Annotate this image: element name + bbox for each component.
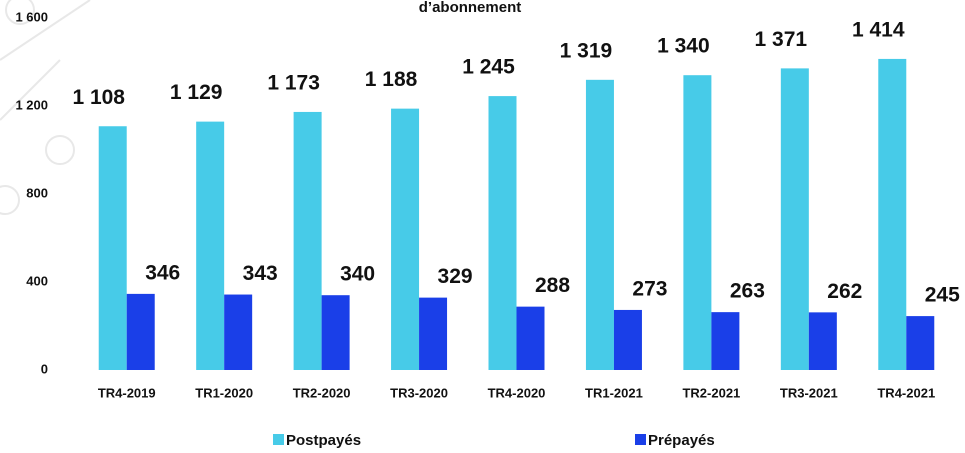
decoration [0, 0, 91, 215]
data-label: 1 188 [365, 68, 418, 91]
x-tick-label: TR3-2021 [780, 385, 838, 400]
bar [906, 316, 935, 370]
data-label: 340 [340, 263, 375, 286]
bar [878, 58, 907, 371]
bar [196, 121, 225, 371]
bar [419, 297, 448, 370]
data-label: 245 [925, 284, 960, 307]
legend-swatch [635, 434, 646, 445]
data-label: 1 371 [755, 28, 808, 51]
data-label: 346 [145, 261, 180, 284]
chart-title: d’abonnement [419, 0, 522, 16]
bar [126, 293, 155, 370]
x-tick-label: TR1-2020 [195, 385, 253, 400]
bar [321, 295, 350, 370]
x-tick-label: TR2-2020 [293, 385, 351, 400]
x-tick-label: TR1-2021 [585, 385, 643, 400]
bar [293, 111, 322, 370]
data-label: 262 [827, 280, 862, 303]
legend-swatch [273, 434, 284, 445]
data-label: 1 129 [170, 81, 223, 104]
x-tick-label: TR2-2021 [682, 385, 740, 400]
y-tick-label: 1 200 [15, 97, 48, 112]
bar [808, 312, 837, 370]
y-tick-label: 1 600 [15, 9, 48, 24]
data-label: 1 340 [657, 35, 710, 58]
y-tick-label: 400 [26, 273, 48, 288]
data-label: 263 [730, 280, 765, 303]
bar [780, 68, 809, 370]
data-label: 1 173 [267, 71, 320, 94]
data-label: 343 [243, 262, 278, 285]
bar [613, 309, 642, 370]
data-label: 329 [438, 265, 473, 288]
data-label: 1 108 [72, 86, 125, 109]
y-tick-label: 800 [26, 185, 48, 200]
bar [711, 312, 740, 370]
bar [488, 96, 517, 370]
data-label: 1 245 [462, 56, 515, 79]
legend-label: Prépayés [648, 432, 715, 449]
data-label: 1 414 [852, 18, 905, 41]
bar [391, 108, 420, 370]
y-tick-label: 0 [41, 361, 48, 376]
x-tick-label: TR3-2020 [390, 385, 448, 400]
bar [516, 306, 545, 370]
data-label: 273 [632, 277, 667, 300]
bar [585, 79, 614, 370]
legend-label: Postpayés [286, 432, 361, 449]
data-label: 1 319 [560, 39, 613, 62]
x-tick-label: TR4-2020 [488, 385, 546, 400]
bar [224, 294, 253, 370]
data-label: 288 [535, 274, 570, 297]
bar [683, 75, 712, 370]
x-tick-label: TR4-2021 [877, 385, 935, 400]
x-tick-label: TR4-2019 [98, 385, 156, 400]
bar [98, 126, 127, 371]
